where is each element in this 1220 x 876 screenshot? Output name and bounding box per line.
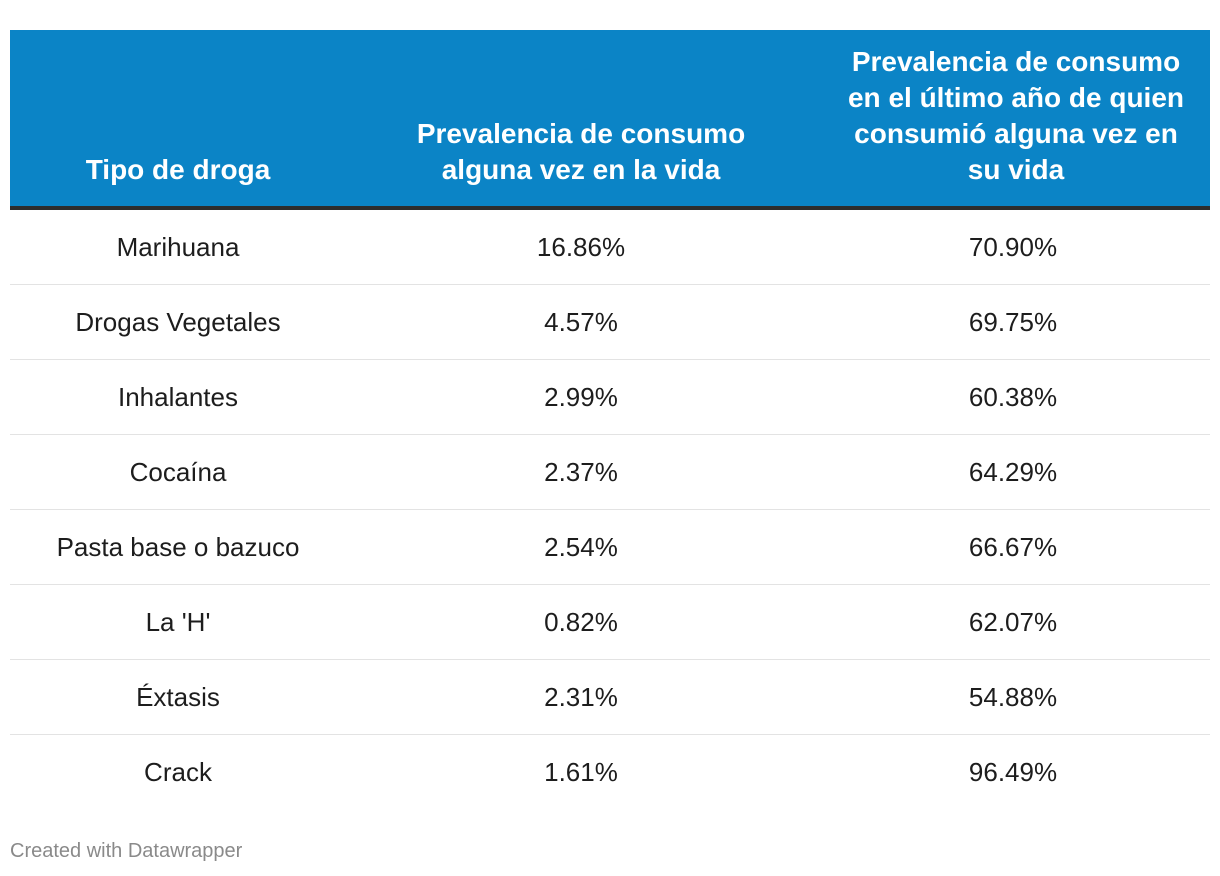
last-year-prevalence-cell: 66.67% <box>968 531 1058 562</box>
header-prevalencia-ultimo-ano: Prevalencia de consumo en el último año … <box>847 46 1185 185</box>
lifetime-prevalence-cell: 0.82% <box>544 606 618 637</box>
table-row: Éxtasis 2.31% 54.88% <box>10 660 1210 735</box>
table-header: Tipo de droga Prevalencia de consumo alg… <box>10 30 1210 210</box>
last-year-prevalence-cell: 70.90% <box>968 231 1058 262</box>
data-table: Tipo de droga Prevalencia de consumo alg… <box>10 30 1210 809</box>
lifetime-prevalence-cell: 2.31% <box>544 681 618 712</box>
drug-name-cell: Éxtasis <box>136 681 220 712</box>
drug-name-cell: Cocaína <box>129 456 227 487</box>
header-tipo-de-droga: Tipo de droga <box>85 154 271 185</box>
drug-name-cell: Drogas Vegetales <box>75 306 281 337</box>
last-year-prevalence-cell: 60.38% <box>968 381 1058 412</box>
lifetime-prevalence-cell: 2.37% <box>544 456 618 487</box>
lifetime-prevalence-cell: 2.54% <box>544 531 618 562</box>
last-year-prevalence-cell: 64.29% <box>968 456 1058 487</box>
table-row: Drogas Vegetales 4.57% 69.75% <box>10 285 1210 360</box>
drug-name-cell: Pasta base o bazuco <box>56 531 300 562</box>
drug-name-cell: Crack <box>144 756 212 787</box>
header-prevalencia-vida: Prevalencia de consumo alguna vez en la … <box>416 118 746 185</box>
drug-name-cell: Marihuana <box>116 231 240 262</box>
drug-name-cell: La 'H' <box>145 606 211 637</box>
table-row: Cocaína 2.37% 64.29% <box>10 435 1210 510</box>
last-year-prevalence-cell: 69.75% <box>968 306 1058 337</box>
table-row: Marihuana 16.86% 70.90% <box>10 210 1210 285</box>
lifetime-prevalence-cell: 16.86% <box>536 231 626 262</box>
table-body: Marihuana 16.86% 70.90% Drogas Vegetales 4.5… <box>10 210 1210 809</box>
table-row: Inhalantes 2.99% 60.38% <box>10 360 1210 435</box>
drug-name-cell: Inhalantes <box>118 381 238 412</box>
last-year-prevalence-cell: 62.07% <box>968 606 1058 637</box>
last-year-prevalence-cell: 54.88% <box>968 681 1058 712</box>
lifetime-prevalence-cell: 4.57% <box>544 306 618 337</box>
table-row: Crack 1.61% 96.49% <box>10 735 1210 809</box>
lifetime-prevalence-cell: 1.61% <box>544 756 618 787</box>
datawrapper-credit: Created with Datawrapper <box>10 840 243 862</box>
table-row: La 'H' 0.82% 62.07% <box>10 585 1210 660</box>
last-year-prevalence-cell: 96.49% <box>968 756 1058 787</box>
table-row: Pasta base o bazuco 2.54% 66.67% <box>10 510 1210 585</box>
lifetime-prevalence-cell: 2.99% <box>544 381 618 412</box>
